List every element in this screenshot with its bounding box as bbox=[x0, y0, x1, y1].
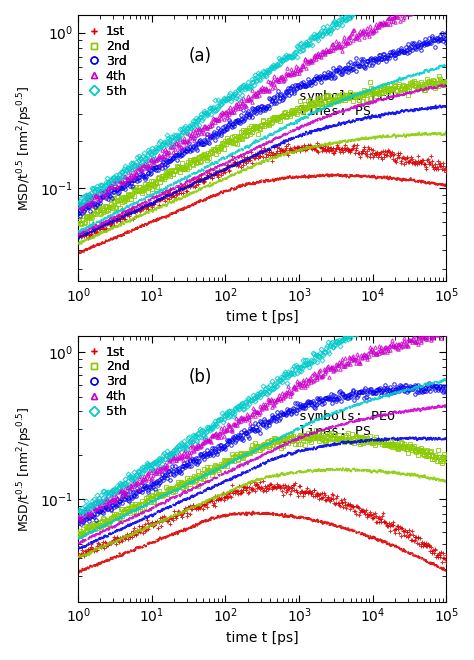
Text: (a): (a) bbox=[189, 47, 212, 65]
Y-axis label: MSD/t$^{0.5}$ [nm$^2$/ps$^{0.5}$]: MSD/t$^{0.5}$ [nm$^2$/ps$^{0.5}$] bbox=[15, 406, 35, 531]
Text: symbols: PEO
lines: PS: symbols: PEO lines: PS bbox=[299, 410, 395, 438]
Text: (b): (b) bbox=[189, 368, 212, 385]
X-axis label: time t [ps]: time t [ps] bbox=[226, 631, 299, 645]
Y-axis label: MSD/t$^{0.5}$ [nm$^2$/ps$^{0.5}$]: MSD/t$^{0.5}$ [nm$^2$/ps$^{0.5}$] bbox=[15, 85, 35, 211]
Legend: 1st, 2nd, 3rd, 4th, 5th: 1st, 2nd, 3rd, 4th, 5th bbox=[84, 21, 133, 101]
Legend: 1st, 2nd, 3rd, 4th, 5th: 1st, 2nd, 3rd, 4th, 5th bbox=[84, 342, 133, 422]
Text: symbols: PEO
lines: PS: symbols: PEO lines: PS bbox=[299, 90, 395, 117]
X-axis label: time t [ps]: time t [ps] bbox=[226, 310, 299, 325]
